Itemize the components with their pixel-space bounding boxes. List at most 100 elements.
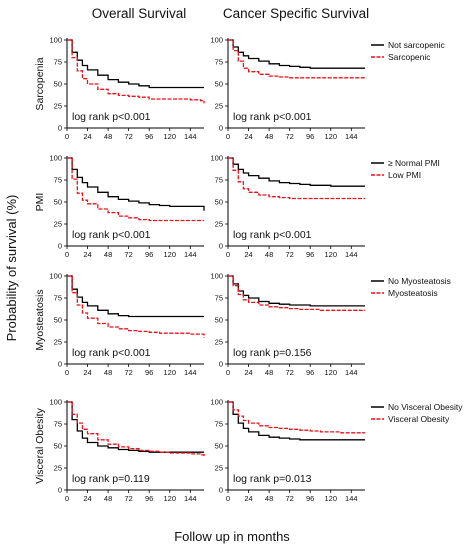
x-tick-label: 120 bbox=[324, 494, 337, 503]
x-tick-label: 48 bbox=[265, 250, 273, 259]
x-tick-label: 48 bbox=[104, 250, 112, 259]
x-tick-label: 0 bbox=[65, 132, 69, 141]
x-tick-label: 72 bbox=[285, 250, 293, 259]
x-tick-label: 144 bbox=[345, 250, 358, 259]
survival-curve-comparison bbox=[67, 275, 205, 338]
x-tick-label: 144 bbox=[345, 494, 358, 503]
survival-curve-reference bbox=[67, 157, 205, 211]
x-tick-label: 24 bbox=[244, 250, 252, 259]
row-label: Sarcopenia bbox=[34, 57, 46, 110]
survival-curve-comparison bbox=[228, 275, 365, 311]
x-tick-label: 96 bbox=[145, 494, 153, 503]
x-tick-label: 96 bbox=[306, 494, 314, 503]
km-panel-7: 0 25 50 75 100 0 24 48 72 96 120 144 log rank p=0.01… bbox=[210, 398, 365, 503]
legend-label: Sarcopenic bbox=[388, 52, 431, 62]
x-tick-label: 0 bbox=[65, 250, 69, 259]
x-tick-label: 72 bbox=[285, 368, 293, 377]
y-tick-label: 100 bbox=[49, 36, 62, 45]
x-tick-label: 24 bbox=[83, 250, 91, 259]
legend-label: Myosteatosis bbox=[388, 288, 438, 298]
row-label: Visceral Obesity bbox=[34, 407, 46, 483]
x-tick-label: 24 bbox=[244, 494, 252, 503]
legends-group: Not sarcopenic Sarcopenic ≥ Normal PMI Low … bbox=[371, 40, 463, 424]
column-title-cancer-specific: Cancer Specific Survival bbox=[223, 6, 369, 21]
y-tick-label: 100 bbox=[49, 398, 62, 407]
y-axis-title: Probability of survival (%) bbox=[4, 195, 19, 342]
legend-row-1: ≥ Normal PMI Low PMI bbox=[371, 158, 440, 180]
x-tick-label: 48 bbox=[104, 368, 112, 377]
log-rank-annotation: log rank p=0.119 bbox=[72, 473, 150, 485]
y-tick-label: 50 bbox=[215, 80, 223, 89]
x-tick-label: 120 bbox=[163, 494, 176, 503]
log-rank-annotation: log rank p=0.013 bbox=[233, 473, 312, 485]
x-tick-label: 120 bbox=[163, 132, 176, 141]
x-tick-label: 120 bbox=[324, 250, 337, 259]
y-tick-label: 100 bbox=[210, 272, 223, 281]
x-tick-label: 72 bbox=[124, 494, 132, 503]
legend-row-2: No Myosteatosis Myosteatosis bbox=[371, 276, 451, 298]
log-rank-annotation: log rank p<0.001 bbox=[72, 229, 151, 241]
x-tick-label: 48 bbox=[265, 368, 273, 377]
x-tick-label: 0 bbox=[226, 368, 230, 377]
x-tick-label: 120 bbox=[163, 368, 176, 377]
x-tick-label: 0 bbox=[65, 368, 69, 377]
y-tick-label: 75 bbox=[54, 294, 62, 303]
survival-curve-reference bbox=[67, 39, 204, 89]
y-tick-label: 25 bbox=[215, 464, 223, 473]
y-tick-label: 50 bbox=[215, 198, 223, 207]
x-tick-label: 72 bbox=[285, 494, 293, 503]
log-rank-annotation: log rank p=0.156 bbox=[233, 347, 312, 359]
survival-curve-comparison bbox=[228, 39, 365, 79]
x-tick-label: 120 bbox=[324, 368, 337, 377]
x-tick-label: 96 bbox=[145, 132, 153, 141]
x-tick-label: 144 bbox=[345, 368, 358, 377]
y-tick-label: 75 bbox=[215, 420, 223, 429]
legend-label: Not sarcopenic bbox=[388, 40, 445, 50]
log-rank-annotation: log rank p<0.001 bbox=[233, 111, 312, 123]
y-tick-label: 25 bbox=[54, 220, 62, 229]
column-title-overall: Overall Survival bbox=[92, 6, 187, 21]
x-tick-label: 144 bbox=[184, 250, 197, 259]
survival-curve-comparison bbox=[67, 401, 205, 458]
y-tick-label: 0 bbox=[219, 360, 223, 369]
y-tick-label: 25 bbox=[54, 102, 62, 111]
y-tick-label: 50 bbox=[54, 198, 62, 207]
legend-label: No Myosteatosis bbox=[388, 276, 451, 286]
x-tick-label: 48 bbox=[104, 132, 112, 141]
y-tick-label: 50 bbox=[215, 316, 223, 325]
y-tick-label: 75 bbox=[215, 176, 223, 185]
x-tick-label: 96 bbox=[145, 368, 153, 377]
row-label: Myosteatosis bbox=[34, 289, 46, 350]
km-panel-0: 0 25 50 75 100 0 24 48 72 96 120 144 log rank p<0.00… bbox=[49, 36, 205, 141]
x-tick-label: 48 bbox=[265, 132, 273, 141]
log-rank-annotation: log rank p<0.001 bbox=[233, 229, 312, 241]
x-tick-label: 72 bbox=[124, 250, 132, 259]
y-tick-label: 50 bbox=[54, 80, 62, 89]
y-tick-label: 100 bbox=[49, 154, 62, 163]
x-tick-label: 72 bbox=[285, 132, 293, 141]
y-tick-label: 25 bbox=[54, 464, 62, 473]
legend-label: Low PMI bbox=[388, 170, 421, 180]
x-tick-label: 144 bbox=[184, 132, 197, 141]
y-tick-label: 0 bbox=[58, 360, 62, 369]
y-tick-label: 25 bbox=[215, 102, 223, 111]
x-tick-label: 0 bbox=[226, 250, 230, 259]
survival-curve-reference bbox=[228, 401, 365, 441]
x-tick-label: 144 bbox=[184, 494, 197, 503]
x-tick-label: 0 bbox=[226, 494, 230, 503]
y-tick-label: 75 bbox=[215, 294, 223, 303]
y-tick-label: 25 bbox=[215, 338, 223, 347]
survival-curve-reference bbox=[67, 275, 204, 318]
km-panel-3: 0 25 50 75 100 0 24 48 72 96 120 144 log rank p<0.00… bbox=[210, 154, 365, 259]
legend-row-3: No Visceral Obesity Visceral Obesity bbox=[371, 402, 463, 424]
legend-label: Visceral Obesity bbox=[388, 414, 450, 424]
log-rank-annotation: log rank p<0.001 bbox=[72, 347, 151, 359]
row-label: PMI bbox=[34, 193, 46, 212]
y-tick-label: 100 bbox=[210, 398, 223, 407]
x-tick-label: 120 bbox=[324, 132, 337, 141]
x-tick-label: 72 bbox=[124, 368, 132, 377]
y-tick-label: 0 bbox=[219, 486, 223, 495]
row-labels-group: Sarcopenia PMI Myosteatosis Visceral Obesit… bbox=[34, 57, 46, 484]
x-tick-label: 96 bbox=[306, 250, 314, 259]
legend-label: ≥ Normal PMI bbox=[388, 158, 440, 168]
